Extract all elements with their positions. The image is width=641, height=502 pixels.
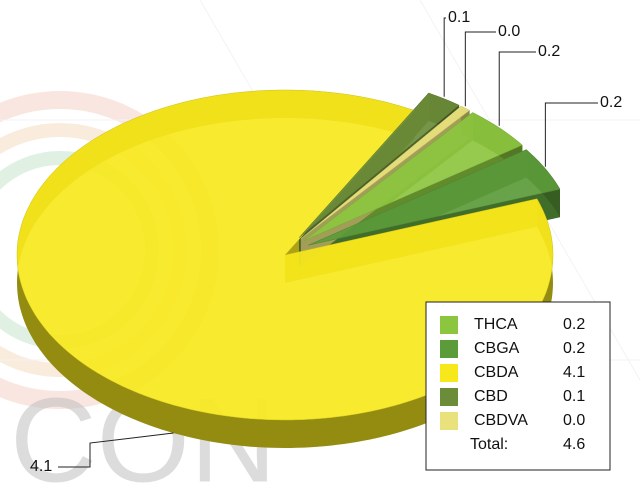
legend-label: CBDVA — [474, 412, 528, 429]
legend-value: 0.1 — [563, 388, 585, 405]
legend-label: THCA — [474, 316, 518, 333]
leader-line — [465, 32, 496, 106]
data-label: 4.1 — [30, 458, 52, 475]
legend-value: 0.2 — [563, 316, 585, 333]
data-label: 0.2 — [600, 94, 622, 111]
legend-label: CBDA — [474, 364, 519, 381]
legend-swatch — [440, 388, 458, 406]
leader-line — [545, 103, 598, 167]
page: CON 0.20.24.10.10.0 THCA0.2CBGA0.2CBDA4.… — [0, 0, 641, 502]
legend-value: 0.2 — [563, 340, 585, 357]
legend: THCA 0.2 CBGA 0.2 CBDA 4.1 CBD 0.1 CBDVA 0.0 Total… — [426, 302, 610, 470]
legend-swatch — [440, 340, 458, 358]
legend-swatch — [440, 412, 458, 430]
leader-line — [444, 18, 446, 97]
legend-label: CBGA — [474, 340, 520, 357]
legend-total-label: Total: — [470, 436, 508, 453]
legend-swatch — [440, 316, 458, 334]
chart: CON 0.20.24.10.10.0 THCA0.2CBGA0.2CBDA4.… — [0, 0, 641, 502]
data-label: 0.1 — [448, 9, 470, 26]
legend-value: 0.0 — [563, 412, 585, 429]
legend-total-value: 4.6 — [563, 436, 585, 453]
legend-swatch — [440, 364, 458, 382]
legend-label: CBD — [474, 388, 508, 405]
legend-value: 4.1 — [563, 364, 585, 381]
data-label: 0.0 — [498, 23, 520, 40]
leader-line — [499, 52, 536, 126]
data-label: 0.2 — [538, 43, 560, 60]
